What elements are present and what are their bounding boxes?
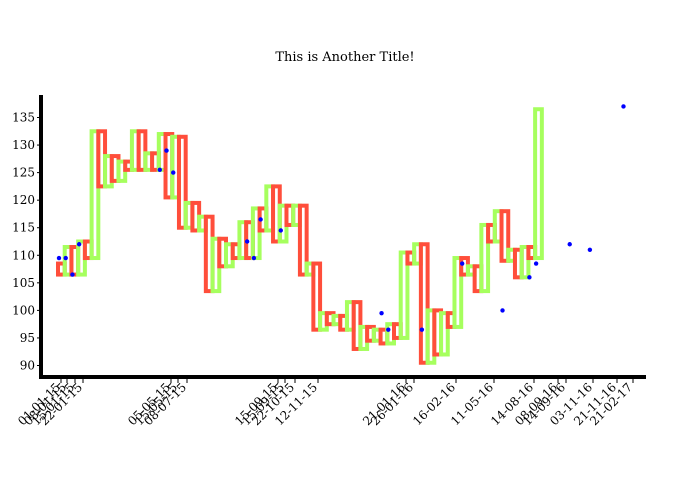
step-up xyxy=(519,245,531,280)
data-marker xyxy=(171,170,176,175)
y-tick-label: 105 xyxy=(12,276,35,290)
y-tick-label: 125 xyxy=(12,166,35,180)
data-marker xyxy=(258,217,263,222)
step-up xyxy=(452,256,464,329)
y-tick-label: 130 xyxy=(12,138,35,152)
data-marker xyxy=(76,242,82,247)
step-down xyxy=(499,209,511,263)
y-tick-label: 115 xyxy=(12,221,35,235)
data-marker xyxy=(244,239,250,244)
data-marker xyxy=(70,272,75,277)
y-axis-ticks: 90 95 100 105 110 115 120 125 130 135 xyxy=(12,111,41,373)
data-marker xyxy=(164,148,169,153)
step-up xyxy=(439,311,450,357)
data-marker xyxy=(621,104,626,109)
step-down xyxy=(136,129,148,172)
data-marker xyxy=(63,255,68,261)
data-marker xyxy=(419,327,425,332)
step-down xyxy=(176,134,188,230)
y-tick-label: 135 xyxy=(12,111,35,125)
step-up xyxy=(479,222,491,294)
chart-title: This is Another Title! xyxy=(275,50,414,65)
data-marker xyxy=(460,261,465,266)
data-marker xyxy=(56,255,62,261)
data-marker xyxy=(533,261,539,266)
step-up xyxy=(89,129,101,261)
step-down xyxy=(418,242,430,365)
y-tick-label: 120 xyxy=(12,193,35,207)
data-marker xyxy=(278,228,283,233)
data-marker xyxy=(379,310,384,316)
data-marker xyxy=(386,327,391,332)
data-marker xyxy=(587,247,593,252)
step-down xyxy=(311,261,323,332)
step-up xyxy=(533,107,544,261)
step-up xyxy=(250,206,262,261)
data-marker xyxy=(251,255,257,261)
step-up xyxy=(398,250,410,340)
data-markers xyxy=(56,104,626,332)
y-tick-label: 95 xyxy=(20,331,35,345)
step-down xyxy=(297,203,309,277)
data-marker xyxy=(500,308,505,313)
y-tick-label: 90 xyxy=(20,359,35,373)
y-tick-label: 100 xyxy=(12,303,35,317)
y-tick-label: 110 xyxy=(12,248,35,262)
price-step-line xyxy=(56,107,544,365)
data-marker xyxy=(527,275,532,280)
data-marker xyxy=(567,242,572,247)
data-marker xyxy=(157,167,162,173)
